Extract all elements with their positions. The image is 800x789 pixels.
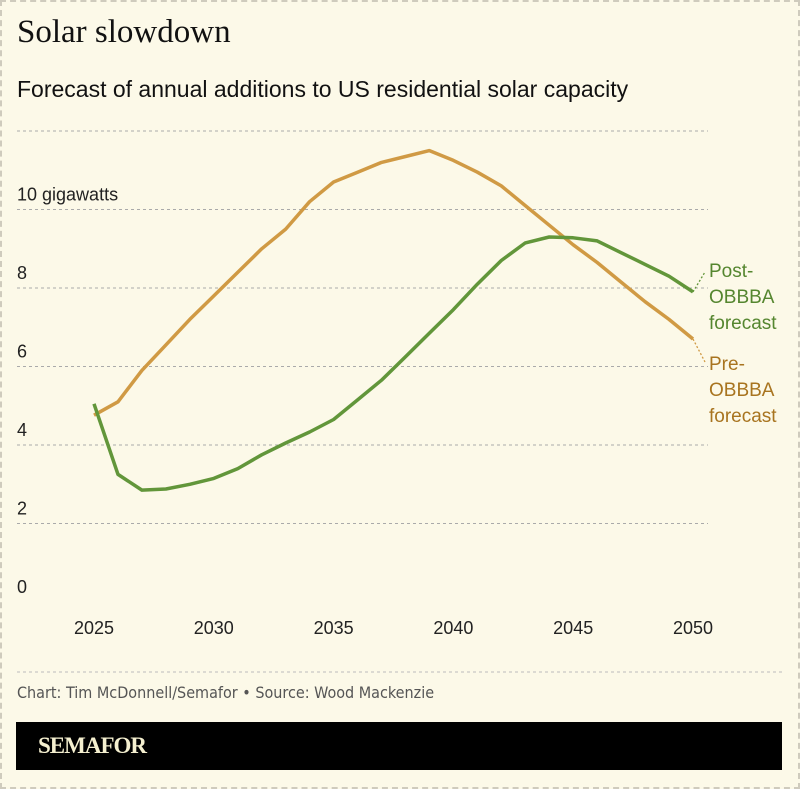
y-tick-label: 8 bbox=[17, 263, 27, 283]
x-tick-label: 2045 bbox=[553, 618, 593, 638]
series-label: forecast bbox=[709, 406, 777, 427]
chart-title: Solar slowdown bbox=[17, 14, 231, 50]
x-tick-label: 2040 bbox=[433, 618, 473, 638]
series-line-post-obbba bbox=[92, 235, 694, 492]
x-tick-label: 2050 bbox=[673, 618, 713, 638]
series-line-pre-obbba bbox=[93, 148, 695, 417]
y-tick-label: 4 bbox=[17, 420, 27, 440]
y-tick-label: 2 bbox=[17, 499, 27, 519]
x-tick-label: 2030 bbox=[194, 618, 234, 638]
x-tick-label: 2035 bbox=[314, 618, 354, 638]
y-tick-label: 6 bbox=[17, 342, 27, 362]
semafor-logo: SEMAFOR bbox=[38, 733, 147, 758]
label-leader-line bbox=[692, 271, 706, 293]
series-label: OBBBA bbox=[709, 380, 775, 401]
y-tick-label: 0 bbox=[17, 577, 27, 597]
source-credit: Chart: Tim McDonnell/Semafor • Source: W… bbox=[17, 683, 435, 702]
chart-subtitle: Forecast of annual additions to US resid… bbox=[17, 76, 629, 102]
y-tick-label: 10 gigawatts bbox=[17, 185, 118, 205]
brand-bar: SEMAFOR bbox=[16, 722, 782, 770]
label-leader-line bbox=[692, 338, 706, 363]
series-label: forecast bbox=[709, 313, 777, 334]
series-label: Post- bbox=[709, 261, 753, 282]
line-chart: 0 2 4 6 8 10 gigawatts 2025 2030 2035 2040 2045 205… bbox=[17, 130, 782, 673]
series-label: Pre- bbox=[709, 354, 745, 375]
x-tick-label: 2025 bbox=[74, 618, 114, 638]
series-label: OBBBA bbox=[709, 287, 775, 308]
